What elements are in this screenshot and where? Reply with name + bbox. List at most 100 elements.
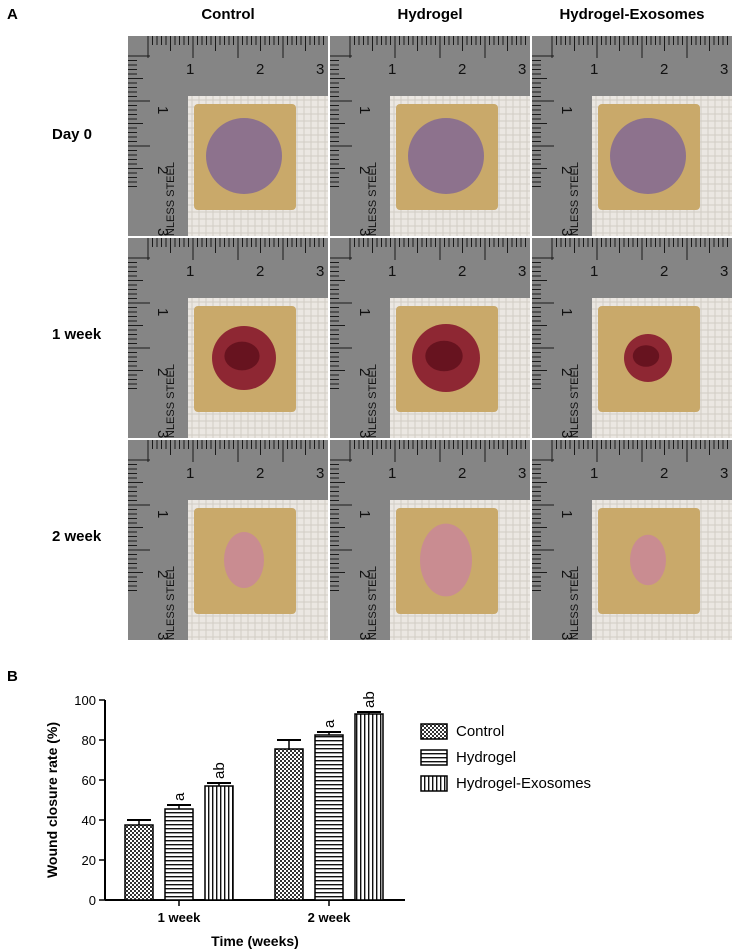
- wound-area: [610, 118, 686, 194]
- x-axis-label: Time (weeks): [211, 933, 299, 949]
- ruler-number-v: 3: [558, 228, 575, 236]
- legend-item-control: Control: [420, 718, 591, 744]
- significance-label: ab: [211, 762, 228, 779]
- column-header-hydrogel: Hydrogel: [397, 6, 463, 23]
- ruler-number-v: 2: [558, 368, 575, 376]
- ruler-number-v: 1: [558, 510, 575, 518]
- ruler-number-h: 3: [518, 61, 526, 78]
- ruler-engraving: NLESS STEEL: [367, 364, 379, 438]
- wound-photo-hydrogel-1week: 1 2 3 1 2 3 NLESS STEEL: [330, 238, 530, 438]
- ruler-number-h: 1: [590, 263, 598, 280]
- wound-area: [206, 118, 282, 194]
- ruler-number-v: 1: [154, 308, 171, 316]
- wound-photo-hydrogel-exosomes-day0: 1 2 3 1 2 3 NLESS STEEL: [532, 36, 732, 236]
- ruler-engraving: NLESS STEEL: [165, 566, 177, 640]
- ruler-number-h: 1: [388, 465, 396, 482]
- ruler-number-h: 2: [660, 465, 668, 482]
- ruler-number-v: 2: [356, 166, 373, 174]
- column-header-control: Control: [201, 6, 255, 23]
- ruler-number-v: 3: [154, 430, 171, 438]
- ruler-number-h: 1: [186, 465, 194, 482]
- y-tick-label: 60: [82, 773, 96, 788]
- legend-label-control: Control: [456, 722, 505, 740]
- ruler-number-v: 1: [154, 510, 171, 518]
- ruler-number-v: 3: [356, 228, 373, 236]
- ruler-number-v: 1: [154, 106, 171, 114]
- ruler-number-v: 2: [154, 570, 171, 578]
- legend-swatch-hydrogel-exosomes: [420, 774, 448, 792]
- ruler-number-h: 3: [518, 465, 526, 482]
- ruler-number-h: 3: [720, 263, 728, 280]
- ruler-number-v: 1: [356, 510, 373, 518]
- row-label-2week: 2 week: [52, 528, 102, 545]
- ruler-number-h: 2: [660, 263, 668, 280]
- wound-area: [630, 534, 666, 586]
- ruler-number-h: 3: [720, 465, 728, 482]
- ruler-number-h: 1: [186, 61, 194, 78]
- legend-swatch-hydrogel: [420, 748, 448, 766]
- ruler-number-v: 2: [154, 166, 171, 174]
- ruler-number-v: 3: [558, 430, 575, 438]
- ruler-number-h: 2: [458, 263, 466, 280]
- wound-area: [224, 532, 264, 588]
- ruler-number-v: 2: [558, 570, 575, 578]
- y-tick-label: 40: [82, 813, 96, 828]
- ruler-engraving: NLESS STEEL: [569, 566, 581, 640]
- wound-closure-bar-chart: 0 20 40 60 80 100 Wound closure rate (%) a ab 1 w…: [44, 691, 405, 949]
- y-tick-label: 20: [82, 853, 96, 868]
- ruler-number-h: 2: [256, 465, 264, 482]
- ruler-engraving: NLESS STEEL: [165, 364, 177, 438]
- x-tick-label: 2 week: [308, 910, 351, 925]
- ruler-number-v: 2: [356, 570, 373, 578]
- ruler-number-v: 3: [154, 228, 171, 236]
- ruler-number-h: 2: [256, 263, 264, 280]
- legend-item-hydrogel: Hydrogel: [420, 744, 591, 770]
- legend-item-hydrogel-exosomes: Hydrogel-Exosomes: [420, 770, 591, 796]
- ruler-number-h: 1: [388, 61, 396, 78]
- ruler-engraving: NLESS STEEL: [367, 162, 379, 236]
- ruler-number-h: 2: [458, 61, 466, 78]
- ruler-number-h: 3: [316, 465, 324, 482]
- x-tick-label: 1 week: [158, 910, 201, 925]
- legend-swatch-control: [420, 722, 448, 740]
- wound-photo-hydrogel-exosomes-2week: 1 2 3 1 2 3 NLESS STEEL: [532, 440, 732, 640]
- ruler-number-v: 1: [356, 106, 373, 114]
- ruler-engraving: NLESS STEEL: [569, 364, 581, 438]
- ruler-number-v: 3: [356, 430, 373, 438]
- ruler-number-v: 1: [558, 308, 575, 316]
- ruler-engraving: NLESS STEEL: [367, 566, 379, 640]
- ruler-number-h: 2: [458, 465, 466, 482]
- panel-b-letter: B: [7, 668, 18, 685]
- ruler-number-h: 1: [590, 465, 598, 482]
- ruler-number-h: 2: [256, 61, 264, 78]
- legend-label-hydrogel: Hydrogel: [456, 748, 517, 766]
- ruler-number-v: 1: [558, 106, 575, 114]
- y-axis-label: Wound closure rate (%): [44, 722, 60, 878]
- ruler-number-v: 3: [558, 632, 575, 640]
- ruler-number-v: 2: [356, 368, 373, 376]
- ruler-number-v: 2: [558, 166, 575, 174]
- bar-2-1: [164, 808, 194, 901]
- y-tick-label: 0: [89, 893, 96, 908]
- bar-1-2: [274, 748, 304, 901]
- ruler-number-h: 3: [518, 263, 526, 280]
- significance-label: a: [321, 719, 338, 728]
- ruler-engraving: NLESS STEEL: [569, 162, 581, 236]
- ruler-number-h: 3: [720, 61, 728, 78]
- wound-photo-control-2week: 1 2 3 1 2 3 NLESS STEEL: [128, 440, 328, 640]
- column-header-hydrogel-exosomes: Hydrogel-Exosomes: [559, 6, 705, 23]
- ruler-number-h: 3: [316, 263, 324, 280]
- wound-photo-control-1week: 1 2 3 1 2 3 NLESS STEEL: [128, 238, 328, 438]
- ruler-engraving: NLESS STEEL: [165, 162, 177, 236]
- wound-photo-hydrogel-2week: 1 2 3 1 2 3 NLESS STEEL: [330, 440, 530, 640]
- row-label-day0: Day 0: [52, 126, 93, 143]
- wound-area: [420, 523, 472, 597]
- panel-a-letter: A: [7, 6, 18, 23]
- wound-area: [408, 118, 484, 194]
- bar-3-2: [354, 713, 384, 901]
- legend-label-hydrogel-exosomes: Hydrogel-Exosomes: [456, 774, 592, 792]
- ruler-number-v: 3: [154, 632, 171, 640]
- y-tick-label: 100: [74, 693, 96, 708]
- chart-legend: Control Hydrogel Hydrogel-Exosomes: [420, 718, 591, 796]
- ruler-number-v: 1: [356, 308, 373, 316]
